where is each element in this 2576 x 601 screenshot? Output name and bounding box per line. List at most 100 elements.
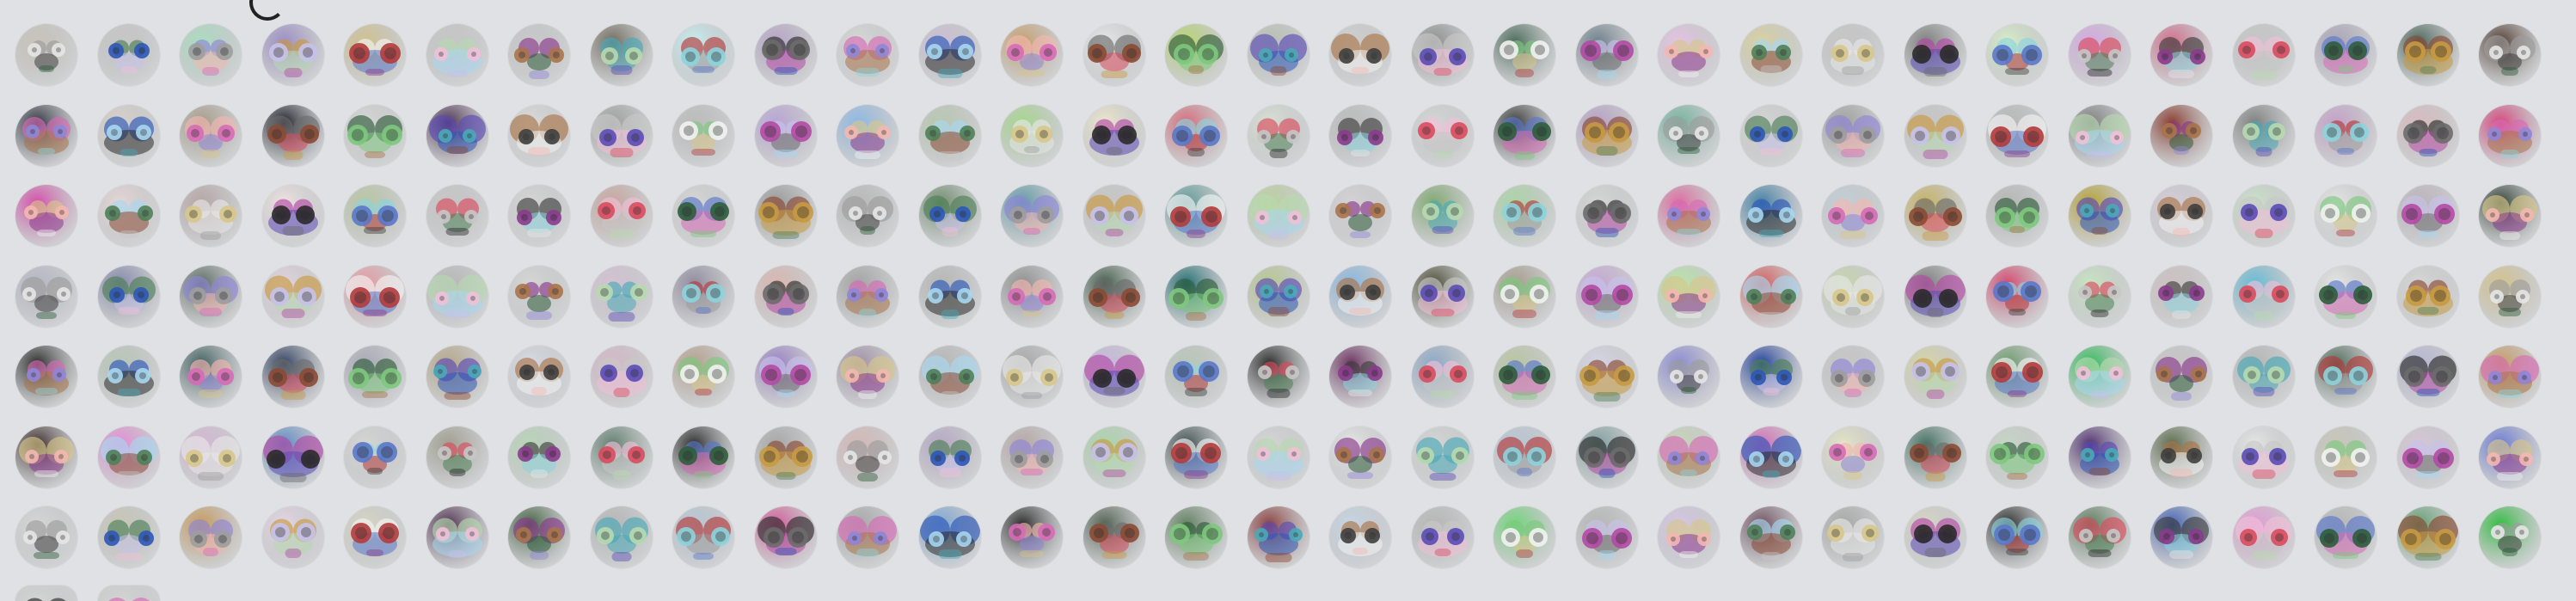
avatar-tile bbox=[1904, 426, 1966, 488]
avatar-tile bbox=[1329, 185, 1391, 247]
avatar-tile bbox=[1904, 265, 1966, 328]
avatar-tile bbox=[2150, 426, 2212, 488]
avatar-tile bbox=[97, 185, 160, 247]
avatar-tile bbox=[15, 185, 77, 247]
avatar-tile bbox=[344, 24, 406, 86]
avatar-tile bbox=[2232, 506, 2295, 568]
avatar-tile bbox=[1247, 265, 1309, 328]
avatar-tile bbox=[261, 506, 324, 568]
avatar-tile bbox=[508, 426, 570, 488]
avatar-tile bbox=[1658, 346, 1720, 408]
avatar-tile bbox=[2150, 185, 2212, 247]
avatar-tile bbox=[672, 104, 734, 167]
avatar-tile bbox=[2315, 426, 2377, 488]
avatar-tile bbox=[918, 346, 981, 408]
avatar-tile bbox=[1247, 506, 1309, 568]
avatar-tile bbox=[2068, 104, 2131, 167]
avatar-tile bbox=[1165, 104, 1227, 167]
avatar-tile bbox=[180, 506, 242, 568]
avatar-tile bbox=[1411, 265, 1474, 328]
avatar-tile bbox=[1329, 24, 1391, 86]
avatar-tile bbox=[1411, 506, 1474, 568]
avatar-tile bbox=[261, 104, 324, 167]
avatar-tile bbox=[1083, 265, 1145, 328]
avatar-tile bbox=[1575, 426, 1638, 488]
avatar-tile bbox=[1083, 104, 1145, 167]
avatar-tile bbox=[508, 506, 570, 568]
avatar-tile bbox=[918, 185, 981, 247]
avatar-tile bbox=[754, 346, 817, 408]
avatar-tile bbox=[1493, 24, 1555, 86]
avatar-tile bbox=[2396, 506, 2459, 568]
avatar-tile bbox=[754, 506, 817, 568]
avatar-tile bbox=[1001, 104, 1063, 167]
avatar-tile bbox=[590, 426, 653, 488]
avatar-tile bbox=[1247, 185, 1309, 247]
avatar-tile bbox=[918, 265, 981, 328]
avatar-tile bbox=[590, 346, 653, 408]
avatar-tile bbox=[180, 346, 242, 408]
avatar-tile bbox=[837, 104, 899, 167]
avatar-tile bbox=[2315, 265, 2377, 328]
avatar-tile bbox=[2068, 426, 2131, 488]
avatar-tile bbox=[672, 265, 734, 328]
avatar-tile bbox=[2232, 104, 2295, 167]
avatar-tile bbox=[2315, 346, 2377, 408]
avatar-tile bbox=[1001, 265, 1063, 328]
avatar-tile bbox=[1658, 265, 1720, 328]
avatar-tile bbox=[1822, 506, 1884, 568]
avatar-tile bbox=[754, 185, 817, 247]
avatar-tile bbox=[2479, 104, 2541, 167]
avatar-tile bbox=[1247, 104, 1309, 167]
avatar-tile bbox=[1575, 506, 1638, 568]
avatar-tile bbox=[1904, 185, 1966, 247]
avatar-tile bbox=[918, 506, 981, 568]
avatar-tile bbox=[344, 104, 406, 167]
avatar-tile bbox=[1411, 346, 1474, 408]
avatar-tile bbox=[1986, 426, 2048, 488]
avatar-tile bbox=[672, 24, 734, 86]
avatar-tile bbox=[1904, 24, 1966, 86]
avatar-tile bbox=[2396, 185, 2459, 247]
avatar-tile bbox=[1165, 346, 1227, 408]
avatar-tile bbox=[2479, 24, 2541, 86]
avatar-tile bbox=[754, 24, 817, 86]
avatar-tile bbox=[426, 426, 488, 488]
avatar-tile bbox=[1165, 185, 1227, 247]
avatar-tile bbox=[2479, 265, 2541, 328]
avatar-tile bbox=[2150, 104, 2212, 167]
avatar-tile bbox=[754, 104, 817, 167]
avatar-tile bbox=[2315, 24, 2377, 86]
avatar-tile bbox=[1083, 426, 1145, 488]
avatar-tile bbox=[15, 346, 77, 408]
avatar-tile bbox=[1575, 346, 1638, 408]
avatar-tile bbox=[2396, 24, 2459, 86]
avatar-tile bbox=[1247, 426, 1309, 488]
avatar-tile bbox=[1165, 426, 1227, 488]
header-partial-icon bbox=[249, 0, 285, 21]
avatar-tile bbox=[2232, 426, 2295, 488]
avatar-tile bbox=[1411, 24, 1474, 86]
avatar-tile bbox=[261, 265, 324, 328]
avatar-tile bbox=[1247, 24, 1309, 86]
avatar-tile bbox=[1247, 346, 1309, 408]
avatar-tile bbox=[508, 346, 570, 408]
avatar-tile bbox=[1493, 506, 1555, 568]
avatar-tile bbox=[2150, 506, 2212, 568]
avatar-tile bbox=[918, 104, 981, 167]
avatar-tile bbox=[508, 185, 570, 247]
avatar-tile bbox=[1001, 506, 1063, 568]
avatar-tile bbox=[2479, 346, 2541, 408]
avatar-tile bbox=[837, 265, 899, 328]
avatar-tile bbox=[1083, 24, 1145, 86]
avatar-tile bbox=[1658, 426, 1720, 488]
avatar-tile bbox=[261, 426, 324, 488]
avatar-tile bbox=[426, 346, 488, 408]
avatar-tile bbox=[426, 185, 488, 247]
avatar-tile bbox=[97, 24, 160, 86]
avatar-tile bbox=[1986, 185, 2048, 247]
avatar-tile bbox=[1411, 426, 1474, 488]
avatar-tile bbox=[1739, 185, 1802, 247]
avatar-tile bbox=[1986, 506, 2048, 568]
avatar-tile bbox=[1165, 24, 1227, 86]
